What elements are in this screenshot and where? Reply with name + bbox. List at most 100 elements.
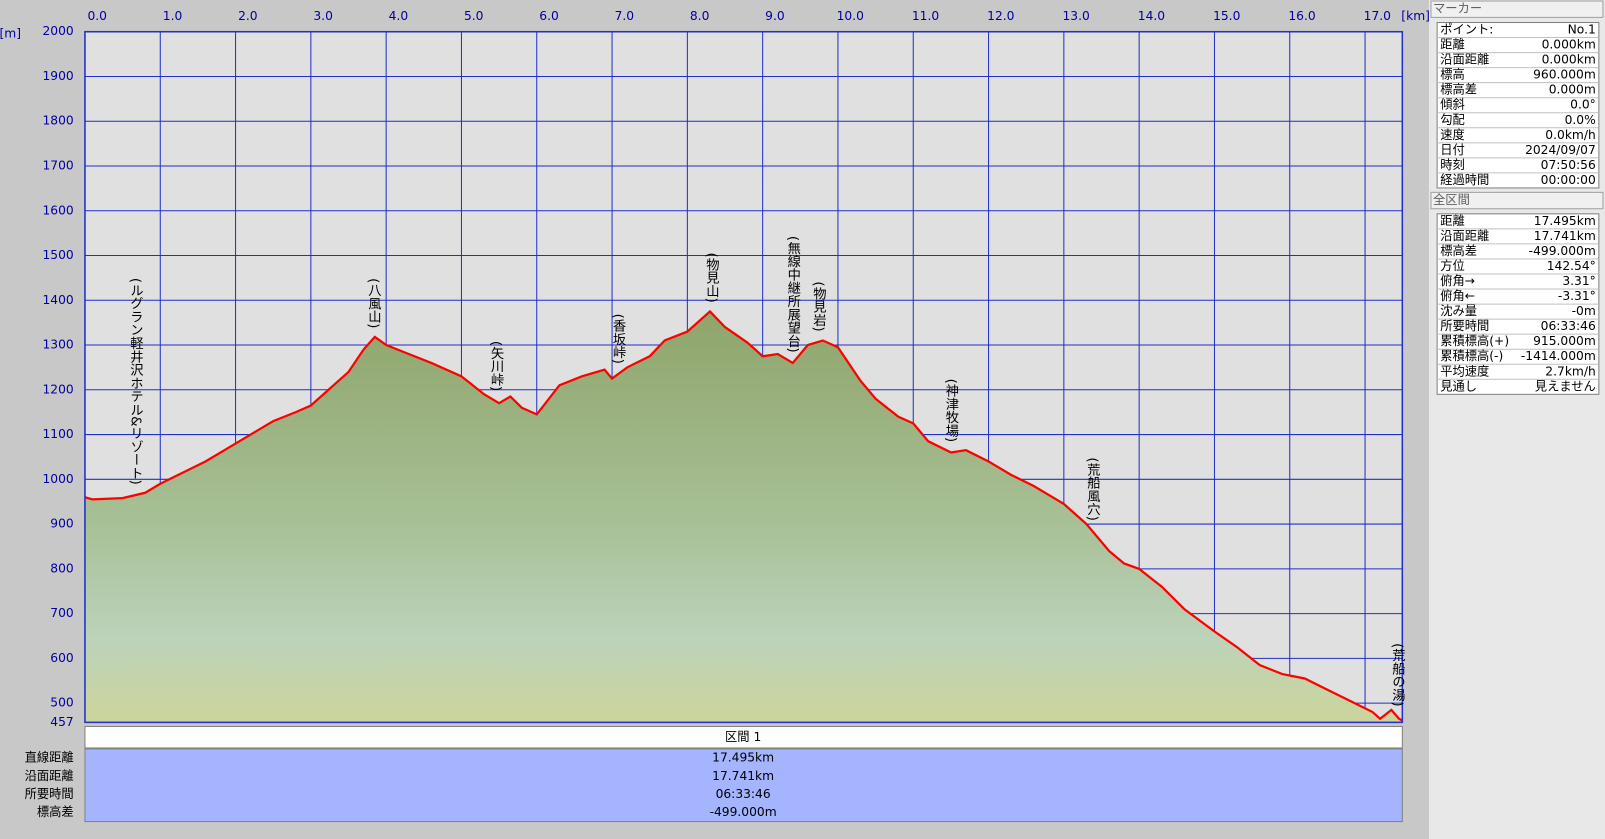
x-axis-unit: [km] [1401, 9, 1430, 23]
row-value: 0.000km [1542, 53, 1596, 67]
section-row-label: 所要時間 [25, 787, 74, 801]
waypoint-label: (物見岩) [810, 281, 826, 331]
x-tick-label: 14.0 [1138, 9, 1165, 23]
row-value: 3.31° [1562, 274, 1595, 288]
row-value: -3.31° [1558, 289, 1596, 303]
row-value: 06:33:46 [1541, 319, 1596, 333]
row-value: 960.000m [1533, 68, 1596, 82]
y-tick-label: 1500 [42, 248, 73, 262]
section-row-label: 直線距離 [25, 750, 74, 765]
x-tick-label: 17.0 [1364, 9, 1391, 23]
row-value: 17.741km [1534, 229, 1596, 243]
section-row-value: -499.000m [710, 805, 777, 819]
x-tick-label: 6.0 [539, 9, 559, 23]
y-tick-label: 600 [50, 651, 73, 665]
row-label: 速度 [1440, 127, 1465, 142]
y-tick-label: 457 [50, 715, 73, 729]
x-tick-label: 10.0 [837, 9, 864, 23]
panel-header [1430, 191, 1604, 210]
y-tick-label: 1000 [42, 472, 73, 486]
row-label: 標高 [1440, 67, 1465, 82]
x-tick-label: 8.0 [690, 9, 710, 23]
row-label: 平均速度 [1440, 363, 1489, 378]
section-row-value: 17.495km [712, 751, 774, 765]
panel-header [1430, 0, 1604, 18]
row-value: 2.7km/h [1545, 364, 1595, 378]
section-row-value: 17.741km [712, 769, 774, 783]
x-tick-label: 9.0 [765, 9, 785, 23]
y-tick-label: 1200 [42, 382, 73, 396]
x-tick-label: 0.0 [87, 9, 107, 23]
section-row-label: 沿面距離 [25, 769, 74, 783]
row-value: -1414.000m [1521, 349, 1596, 363]
y-tick-label: 1300 [42, 338, 73, 352]
profile-line [84, 309, 1403, 722]
x-tick-label: 15.0 [1213, 9, 1240, 23]
row-value: 0.000m [1549, 83, 1596, 97]
y-tick-label: 500 [50, 696, 73, 710]
row-value: 00:00:00 [1541, 173, 1596, 187]
row-value: 見えません [1535, 379, 1596, 393]
panel-title: 全区間 [1433, 192, 1470, 207]
y-axis-unit: [m] [0, 26, 21, 40]
row-label: 沿面距離 [1440, 229, 1489, 243]
waypoint-label: (神津牧場) [943, 379, 959, 443]
y-tick-label: 1700 [42, 158, 73, 172]
panel-table [1436, 21, 1600, 189]
x-tick-label: 11.0 [912, 9, 939, 23]
y-tick-label: 2000 [42, 24, 73, 38]
waypoint-label: (荒船風穴) [1084, 457, 1100, 521]
row-value: 915.000m [1533, 334, 1596, 348]
row-label: 距離 [1440, 38, 1465, 52]
y-tick-label: 800 [50, 561, 73, 575]
row-value: 0.0km/h [1545, 128, 1595, 142]
row-label: 見通し [1440, 379, 1477, 393]
waypoint-label: (矢川峠) [488, 341, 504, 391]
row-value: No.1 [1568, 23, 1596, 37]
waypoint-label: (荒船の湯) [1389, 643, 1405, 707]
row-label: 日付 [1440, 143, 1465, 157]
x-tick-label: 16.0 [1288, 9, 1315, 23]
panel-title: マーカー [1433, 2, 1482, 16]
row-label: 所要時間 [1440, 319, 1489, 333]
section-row-value: 06:33:46 [716, 787, 771, 801]
row-value: 2024/09/07 [1525, 143, 1596, 157]
row-label: 標高差 [1440, 243, 1477, 258]
row-label: 勾配 [1440, 113, 1465, 127]
y-tick-label: 1900 [42, 69, 73, 83]
row-label: 距離 [1440, 214, 1465, 228]
y-tick-label: 900 [50, 517, 73, 531]
row-label: 時刻 [1440, 158, 1465, 172]
y-tick-label: 1600 [42, 203, 73, 217]
row-label: 沿面距離 [1440, 53, 1489, 67]
row-label: 沈み量 [1440, 303, 1477, 318]
x-tick-label: 5.0 [464, 9, 484, 23]
waypoint-label: (八風山) [365, 278, 381, 328]
row-label: 標高差 [1440, 82, 1477, 97]
row-label: 俯角← [1440, 288, 1475, 303]
row-label: ポイント: [1440, 23, 1493, 37]
row-value: 0.0° [1570, 98, 1596, 112]
waypoint-label: (香坂峠) [610, 314, 626, 364]
row-value: 0.000km [1542, 38, 1596, 52]
row-label: 傾斜 [1440, 97, 1465, 112]
section-header [84, 725, 1403, 749]
x-tick-label: 2.0 [238, 9, 258, 23]
waypoint-label: (無線中継所展望台) [785, 236, 801, 353]
row-value: -0m [1572, 304, 1596, 318]
section-row-label: 標高差 [37, 804, 74, 819]
y-tick-label: 1400 [42, 293, 73, 307]
row-label: 俯角→ [1440, 273, 1475, 288]
row-value: 07:50:56 [1541, 158, 1596, 172]
row-value: 17.495km [1534, 214, 1596, 228]
row-label: 方位 [1440, 258, 1465, 273]
x-tick-label: 1.0 [163, 9, 183, 23]
y-tick-label: 1800 [42, 114, 73, 128]
section-title: 区間 1 [725, 730, 761, 744]
row-value: 0.0% [1565, 113, 1596, 127]
profile-area [84, 311, 1403, 723]
row-label: 経過時間 [1440, 173, 1489, 187]
row-label: 累積標高(-) [1440, 348, 1503, 363]
